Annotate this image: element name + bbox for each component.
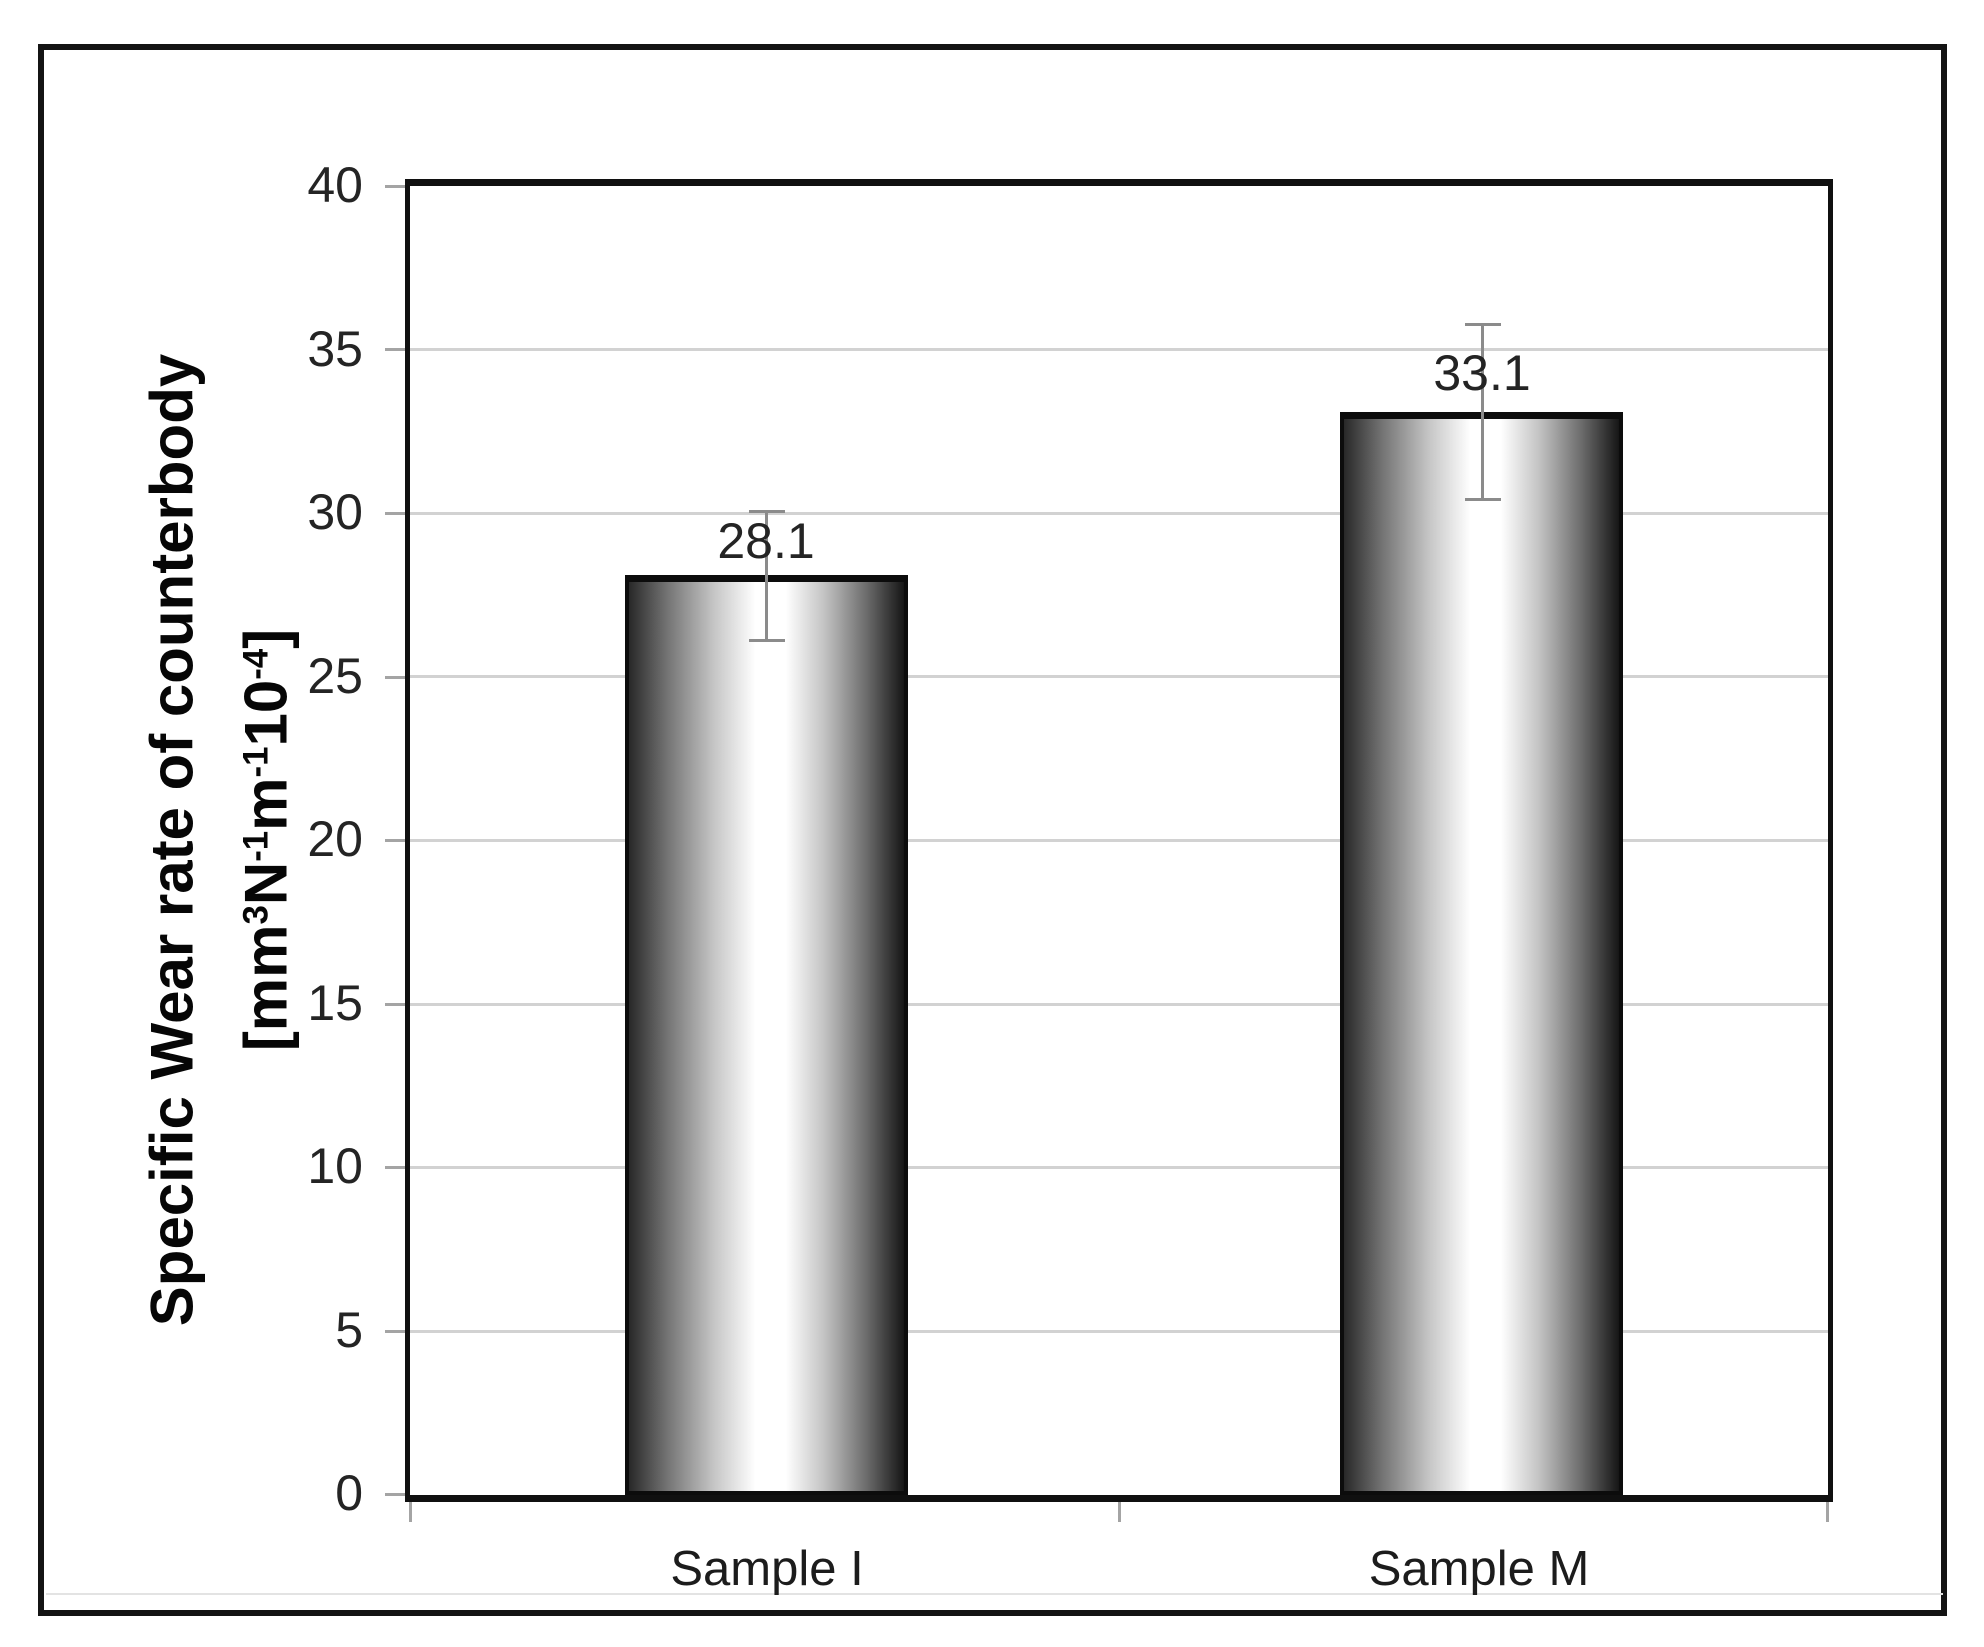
gridline-25: [410, 675, 1828, 678]
y-tick-label-25: 25: [307, 648, 363, 704]
bottom-divider-line: [46, 1593, 1943, 1595]
gridline-20: [410, 839, 1828, 842]
gridline-15: [410, 1003, 1828, 1006]
y-tick-label-5: 5: [335, 1302, 363, 1358]
y-axis-tick: [385, 1166, 412, 1169]
unit-superscript: 3: [236, 905, 276, 925]
error-bar-sample-m: [1481, 323, 1484, 501]
y-tick-label-40: 40: [307, 157, 363, 213]
x-axis-tick: [409, 1502, 412, 1522]
unit-superscript: -1: [236, 746, 276, 778]
gridline-35: [410, 348, 1828, 351]
x-axis-label-sample-m: Sample M: [1368, 1542, 1590, 1596]
x-axis-label-sample-i: Sample I: [670, 1542, 864, 1596]
y-axis-tick: [385, 1003, 412, 1006]
y-tick-label-10: 10: [307, 1138, 363, 1194]
error-bar-cap-bottom-sample-m: [1465, 498, 1501, 501]
y-axis-tick: [385, 185, 412, 188]
x-axis-tick: [1826, 1502, 1829, 1522]
error-bar-cap-top-sample-m: [1465, 323, 1501, 326]
y-axis-tick: [385, 1330, 412, 1333]
gridline-10: [410, 1166, 1828, 1169]
y-tick-label-0: 0: [335, 1465, 363, 1521]
value-label-sample-m: 33.1: [1433, 345, 1531, 401]
y-axis-tick: [385, 1493, 412, 1496]
gridline-30: [410, 512, 1828, 515]
y-axis-tick: [385, 512, 412, 515]
error-bar-cap-top-sample-i: [749, 510, 785, 513]
y-tick-label-35: 35: [307, 321, 363, 377]
y-axis-tick: [385, 348, 412, 351]
y-tick-label-20: 20: [307, 811, 363, 867]
y-axis-tick: [385, 676, 412, 679]
plot-area: 28.1 33.1: [405, 179, 1833, 1502]
y-axis-tick: [385, 839, 412, 842]
x-axis-tick: [1118, 1502, 1121, 1522]
y-tick-label-15: 15: [307, 975, 363, 1031]
y-tick-label-30: 30: [307, 484, 363, 540]
gridline-5: [410, 1330, 1828, 1333]
error-bar-cap-bottom-sample-i: [749, 639, 785, 642]
bar-sample-m: [1340, 412, 1623, 1495]
error-bar-sample-i: [765, 510, 768, 642]
value-label-sample-i: 28.1: [717, 513, 815, 569]
bar-sample-i: [625, 575, 908, 1495]
